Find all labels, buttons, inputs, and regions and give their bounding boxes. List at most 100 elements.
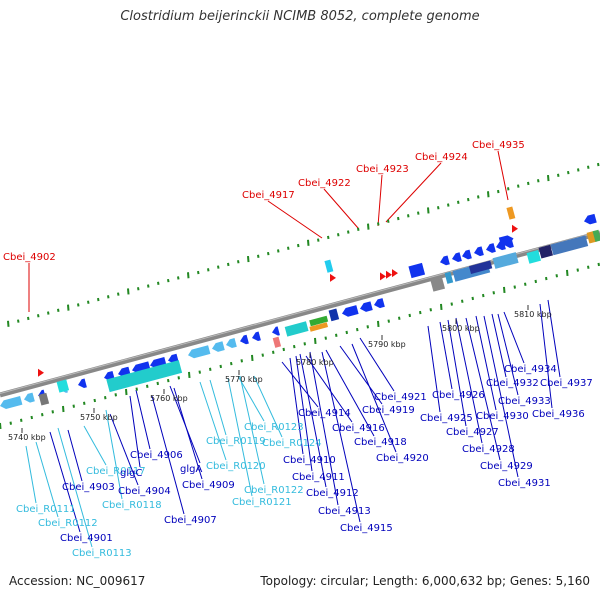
feature-tick [177,376,180,380]
leader-line [427,325,441,413]
feature-tick [0,422,2,430]
feature-tick [377,320,380,328]
blue-gene-block [408,262,426,279]
scale-label: 5780 kbp [296,358,334,367]
leader-line [323,188,359,229]
feature-tick [156,381,159,386]
gene-arrow [0,395,23,410]
red-gene-marker [38,368,44,377]
feature-tick [137,287,140,291]
feature-tick [267,251,270,256]
feature-tick [297,243,300,248]
feature-tick [303,342,306,346]
page-title: Clostridium beijerinckii NCIMB 8052, com… [120,9,480,24]
gene-arrow [240,334,249,345]
feature-tick [447,203,450,207]
feature-tick [398,316,401,320]
feature-tick [17,319,20,323]
feature-tick [387,219,390,223]
gene-label: glgA [180,464,202,475]
gene-arrow [212,341,225,352]
gene-arrow [24,392,35,403]
gene-arrow [252,331,261,342]
feature-tick [345,330,348,335]
feature-tick [347,230,350,234]
gene-arrow [272,326,280,336]
leader-line [239,375,265,485]
gene-label: Cbei_R0112 [38,518,98,529]
feature-tick [62,405,65,413]
gene-arrow [188,345,211,359]
feature-tick [282,347,285,352]
feature-tick [492,291,495,295]
cyan-gene-block [56,379,70,393]
map-labels: 5740 kbp 5750 kbp 5760 kbp 5770 kbp 5780 kbp… [3,140,593,559]
gene-label: Cbei_R0120 [206,461,266,472]
feature-tick [437,206,440,210]
feature-tick [167,278,170,283]
feature-tick [261,353,264,357]
feature-tick [337,233,340,237]
gene-arrow [226,338,237,349]
leader-line [455,317,483,444]
feature-tick [167,378,170,383]
leader-line [49,431,81,533]
teal-gene-block [106,360,183,393]
gene-label: Cbei_4920 [376,453,429,464]
gene-label: Cbei_4928 [462,444,515,455]
feature-tick [104,395,107,400]
feature-tick [217,265,220,269]
gene-label: Cbei_4904 [118,486,171,497]
feature-tick [366,325,369,329]
feature-tick [324,336,327,340]
feature-tick [30,415,33,420]
gene-label: Cbei_R0122 [244,485,304,496]
gene-label: Cbei_R0117 [86,466,146,477]
gene-label: Cbei_4922 [298,178,351,189]
gene-label: Cbei_4937 [540,378,593,389]
feature-tick [77,303,80,307]
feature-tick [157,281,160,286]
leader-line [465,317,501,461]
gene-label: Cbei_4909 [182,480,235,491]
gene-label: Cbei_4927 [446,427,499,438]
leader-line [539,303,553,409]
red-gene-marker [392,269,398,278]
blue-gene-block [444,271,454,284]
feature-tick [440,303,443,311]
feature-tick [357,227,360,232]
leader-line [497,150,509,201]
feature-tick [198,370,201,374]
feature-tick [597,262,600,267]
feature-tick [461,299,464,303]
feature-tick [72,404,75,408]
gene-arrow [452,252,462,263]
leader-line [25,445,37,504]
leader-line [227,377,253,497]
gene-label: Cbei_4916 [332,423,385,434]
feature-tick [557,173,560,178]
leader-line [129,395,141,468]
feature-tick [27,316,30,321]
feature-tick [335,333,338,337]
gene-label: Cbei_4925 [420,413,473,424]
feature-tick [545,276,548,281]
feature-tick [377,222,380,226]
leader-line [237,375,265,422]
feature-tick [587,165,590,169]
red-gene-marker [380,272,386,281]
grey-gene-block [38,392,50,406]
leader-line [305,355,353,423]
gene-label: Cbei_4936 [532,409,585,420]
feature-tick [57,308,60,313]
gene-label: Cbei_R0123 [244,422,304,433]
feature-tick [487,191,490,198]
leader-line [385,162,442,223]
feature-tick [314,337,317,345]
feature-tick [240,359,243,363]
accession-text: Accession: NC_009617 [9,574,146,588]
gene-features [0,206,600,410]
feature-tick [513,285,516,289]
dark-gene-block [328,308,340,322]
red-gene-marker [512,224,518,233]
